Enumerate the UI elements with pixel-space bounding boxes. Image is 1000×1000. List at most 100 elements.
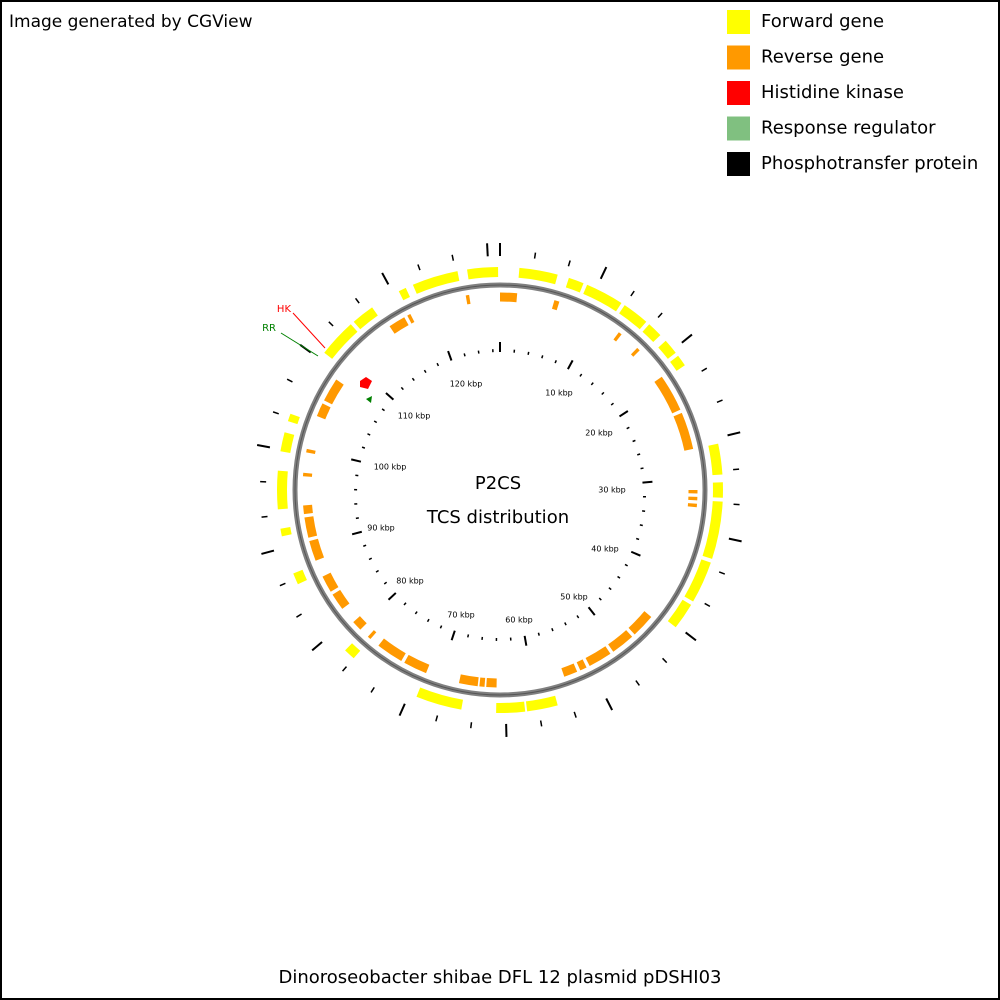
center-subtitle: TCS distribution [426, 507, 569, 528]
outer-tick [328, 321, 334, 327]
ruler-tick [635, 537, 640, 541]
ruler-tick [436, 362, 440, 367]
outer-tick [354, 297, 360, 304]
ruler-tick [414, 611, 418, 615]
legend-label: Forward gene [761, 11, 884, 32]
ruler-tick [564, 622, 567, 626]
outer-tick [261, 549, 275, 555]
outer-tick [685, 631, 697, 642]
ruler-tick [447, 350, 453, 361]
ruler-tick [576, 615, 580, 619]
reverse-gene [389, 317, 409, 334]
outer-tick [296, 613, 302, 618]
forward-gene [670, 355, 685, 371]
outer-tick [657, 312, 663, 318]
legend-swatch [727, 152, 750, 176]
ruler-label: 50 kbp [560, 593, 588, 602]
forward-gene [398, 287, 410, 301]
rr-pointer [280, 332, 319, 357]
ruler-tick [618, 410, 629, 418]
ruler-tick [368, 557, 373, 561]
outer-tick [272, 411, 279, 415]
ruler-tick [537, 632, 540, 636]
legend-swatch [727, 45, 750, 70]
ruler-label: 100 kbp [374, 463, 407, 472]
reverse-gene [576, 659, 587, 671]
caption: Dinoroseobacter shibae DFL 12 plasmid pD… [279, 967, 722, 988]
reverse-gene [316, 403, 331, 420]
ruler-tick [463, 353, 466, 357]
reverse-gene [465, 294, 471, 305]
ruler-tick [642, 480, 653, 484]
outer-tick [311, 641, 323, 652]
outer-tick [573, 711, 577, 718]
outer-tick [470, 722, 473, 729]
reverse-gene [630, 347, 640, 357]
ruler-tick [632, 439, 636, 443]
ruler-tick [367, 433, 371, 436]
legend-label: Phosphotransfer protein [761, 153, 978, 174]
ruler-label: 20 kbp [585, 429, 613, 438]
outer-tick [716, 399, 723, 404]
legend-swatch [727, 81, 750, 105]
ruler-tick [598, 597, 602, 601]
legend-label: Histidine kinase [761, 82, 904, 103]
outer-tick [599, 266, 608, 280]
legend-swatch [727, 10, 750, 34]
outer-tick [451, 254, 455, 261]
ruler-label: 70 kbp [447, 611, 475, 620]
hk-label: HK [277, 304, 292, 315]
ruler-tick [554, 359, 557, 364]
forward-gene [277, 470, 288, 510]
ruler-tick [387, 592, 397, 601]
ruler-label: 60 kbp [505, 616, 533, 625]
outer-tick [681, 333, 693, 344]
outer-tick [486, 243, 489, 257]
forward-gene [684, 559, 711, 602]
reverse-gene [322, 572, 339, 592]
ruler-tick [579, 373, 583, 377]
outer-tick [635, 680, 640, 686]
ruler-tick [351, 530, 363, 536]
forward-gene [667, 599, 692, 628]
ruler-tick [567, 359, 574, 370]
forward-gene [280, 432, 295, 454]
forward-gene [324, 324, 358, 359]
ruler-tick [400, 386, 404, 391]
ruler-tick [610, 402, 614, 406]
reverse-gene [458, 674, 479, 687]
ruler-tick [523, 635, 528, 646]
outer-tick [370, 686, 375, 693]
ruler-tick [383, 581, 388, 585]
hk-feature [360, 377, 372, 389]
reverse-gene [673, 412, 694, 451]
reverse-gene [551, 300, 560, 311]
ruler-label: 30 kbp [598, 486, 626, 495]
outer-tick [567, 260, 571, 267]
forward-gene [565, 277, 584, 293]
outer-tick [398, 703, 406, 717]
forward-gene [619, 305, 647, 330]
ruler-tick [373, 420, 378, 424]
forward-gene [702, 501, 723, 559]
ruler-tick [350, 458, 362, 463]
reverse-gene [309, 538, 325, 561]
backbone-core [294, 284, 706, 696]
outer-tick [261, 515, 268, 518]
reverse-gene [306, 448, 316, 455]
reverse-gene [585, 646, 611, 666]
center-title: P2CS [475, 473, 521, 494]
reverse-gene [303, 504, 313, 515]
ruler-tick [411, 377, 415, 382]
ruler-tick [375, 569, 379, 573]
reverse-gene [407, 314, 415, 324]
outer-tick [728, 537, 742, 543]
reverse-gene [628, 611, 652, 635]
ruler-label: 10 kbp [545, 389, 573, 398]
forward-gene [496, 701, 526, 713]
ruler-tick [361, 446, 366, 449]
ruler-tick [587, 606, 596, 616]
forward-gene [642, 324, 661, 343]
ruler-tick [640, 467, 644, 470]
